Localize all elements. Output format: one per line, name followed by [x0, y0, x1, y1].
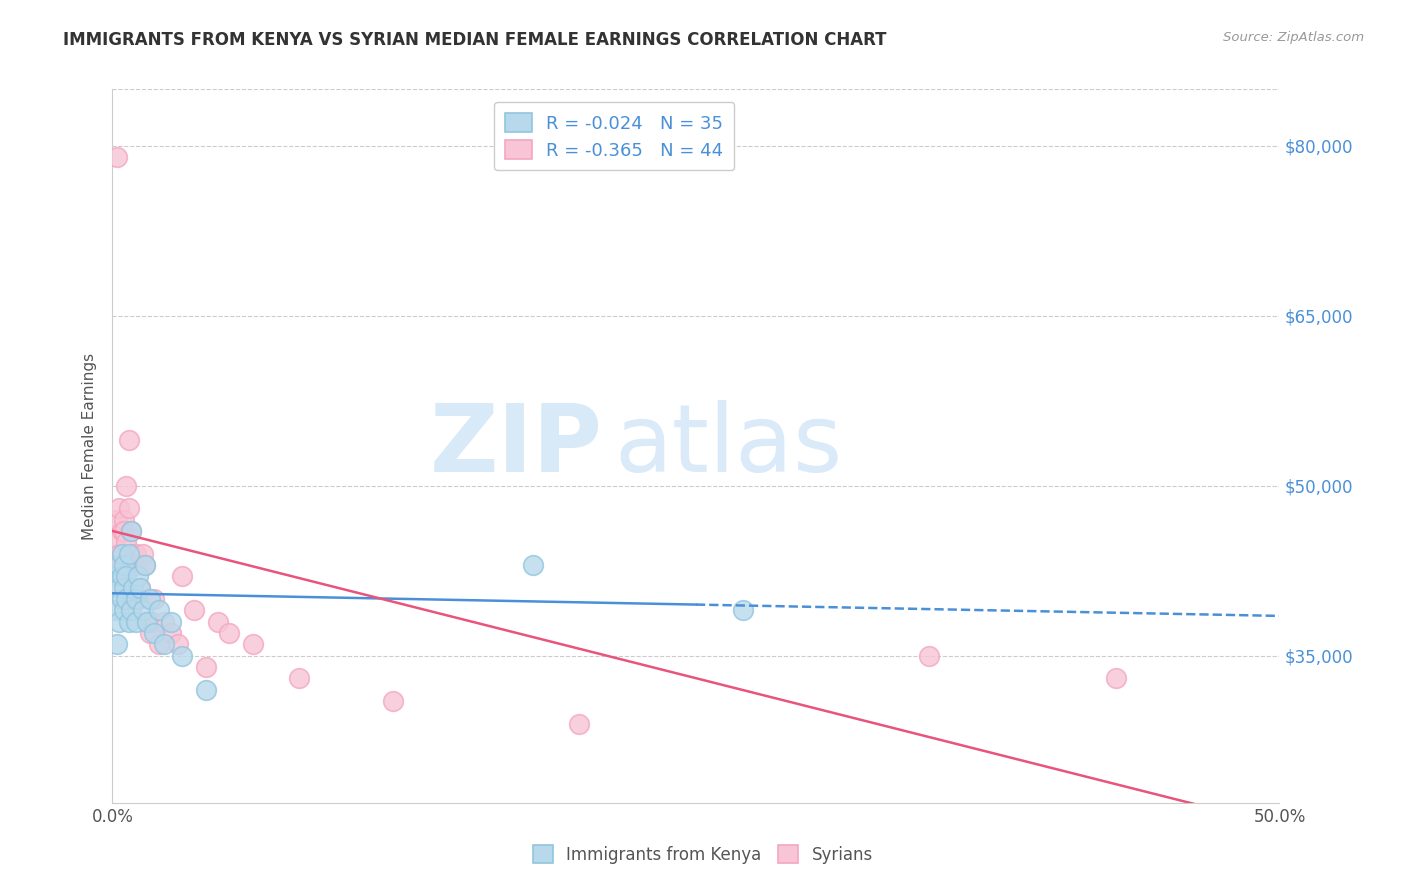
Y-axis label: Median Female Earnings: Median Female Earnings [82, 352, 97, 540]
Point [120, 603, 142, 617]
Point [105, 569, 128, 583]
Point [118, 434, 141, 448]
Point [194, 660, 217, 674]
Point [568, 716, 591, 731]
Point [108, 581, 131, 595]
Point [112, 513, 135, 527]
Point [153, 637, 176, 651]
Text: IMMIGRANTS FROM KENYA VS SYRIAN MEDIAN FEMALE EARNINGS CORRELATION CHART: IMMIGRANTS FROM KENYA VS SYRIAN MEDIAN F… [63, 31, 887, 49]
Point [183, 603, 205, 617]
Point [105, 637, 128, 651]
Point [132, 603, 155, 617]
Point [120, 558, 142, 572]
Text: atlas: atlas [614, 400, 842, 492]
Point [125, 547, 148, 561]
Point [1105, 671, 1128, 685]
Point [120, 524, 142, 538]
Point [288, 671, 311, 685]
Point [166, 637, 188, 651]
Text: Source: ZipAtlas.com: Source: ZipAtlas.com [1223, 31, 1364, 45]
Point [139, 626, 162, 640]
Point [111, 569, 134, 583]
Point [111, 591, 134, 606]
Point [141, 615, 163, 629]
Point [143, 591, 166, 606]
Point [125, 558, 148, 572]
Point [115, 478, 138, 492]
Point [112, 524, 135, 538]
Point [104, 535, 127, 549]
Point [129, 581, 152, 595]
Point [148, 637, 170, 651]
Point [105, 513, 128, 527]
Point [122, 581, 145, 595]
Point [122, 547, 145, 561]
Point [118, 615, 141, 629]
Point [111, 558, 134, 572]
Point [112, 581, 135, 595]
Legend: Immigrants from Kenya, Syrians: Immigrants from Kenya, Syrians [526, 838, 880, 871]
Point [112, 603, 135, 617]
Point [148, 603, 170, 617]
Point [118, 547, 141, 561]
Point [125, 615, 148, 629]
Point [136, 615, 159, 629]
Point [118, 501, 141, 516]
Point [143, 626, 166, 640]
Point [731, 603, 754, 617]
Point [129, 581, 152, 595]
Point [242, 637, 264, 651]
Point [194, 682, 217, 697]
Point [172, 569, 194, 583]
Point [207, 615, 229, 629]
Point [125, 591, 148, 606]
Point [108, 615, 131, 629]
Point [136, 615, 159, 629]
Point [111, 524, 134, 538]
Point [115, 535, 138, 549]
Point [108, 558, 131, 572]
Point [115, 569, 138, 583]
Point [122, 591, 145, 606]
Point [120, 524, 142, 538]
Point [172, 648, 194, 663]
Point [112, 558, 135, 572]
Point [160, 626, 183, 640]
Point [104, 603, 127, 617]
Point [139, 591, 162, 606]
Point [112, 569, 135, 583]
Point [218, 626, 240, 640]
Point [918, 648, 941, 663]
Legend: R = -0.024   N = 35, R = -0.365   N = 44: R = -0.024 N = 35, R = -0.365 N = 44 [494, 102, 734, 170]
Point [105, 150, 128, 164]
Point [160, 615, 183, 629]
Point [153, 615, 176, 629]
Point [111, 547, 134, 561]
Text: ZIP: ZIP [430, 400, 603, 492]
Point [381, 694, 404, 708]
Point [134, 558, 156, 572]
Point [108, 501, 131, 516]
Point [134, 558, 156, 572]
Point [115, 591, 138, 606]
Point [132, 547, 155, 561]
Point [522, 558, 544, 572]
Point [111, 547, 134, 561]
Point [127, 569, 149, 583]
Point [127, 591, 149, 606]
Point [108, 547, 131, 561]
